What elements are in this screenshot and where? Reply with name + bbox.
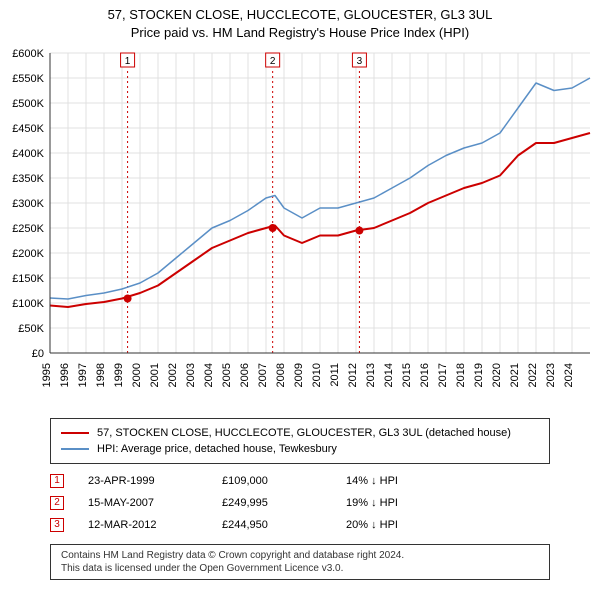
svg-text:2024: 2024 xyxy=(563,363,575,387)
chart-container: 57, STOCKEN CLOSE, HUCCLECOTE, GLOUCESTE… xyxy=(0,0,600,590)
svg-text:2: 2 xyxy=(270,56,276,67)
svg-text:£500K: £500K xyxy=(12,98,44,110)
svg-text:£150K: £150K xyxy=(12,273,44,285)
svg-text:£600K: £600K xyxy=(12,48,44,60)
svg-text:£550K: £550K xyxy=(12,73,44,85)
svg-text:£350K: £350K xyxy=(12,173,44,185)
svg-text:£200K: £200K xyxy=(12,248,44,260)
event-date: 23-APR-1999 xyxy=(88,475,198,487)
svg-text:1: 1 xyxy=(125,56,131,67)
svg-text:2019: 2019 xyxy=(473,363,485,387)
svg-text:2005: 2005 xyxy=(221,363,233,387)
svg-text:2012: 2012 xyxy=(347,363,359,387)
event-row: 3 12-MAR-2012 £244,950 20% ↓ HPI xyxy=(50,514,550,536)
event-delta: 19% ↓ HPI xyxy=(346,497,550,509)
event-price: £249,995 xyxy=(222,497,322,509)
svg-text:2009: 2009 xyxy=(293,363,305,387)
svg-text:1998: 1998 xyxy=(95,363,107,387)
svg-text:£300K: £300K xyxy=(12,198,44,210)
svg-text:2013: 2013 xyxy=(365,363,377,387)
svg-text:2015: 2015 xyxy=(401,363,413,387)
svg-text:2022: 2022 xyxy=(527,363,539,387)
event-date: 12-MAR-2012 xyxy=(88,519,198,531)
event-price: £109,000 xyxy=(222,475,322,487)
titles: 57, STOCKEN CLOSE, HUCCLECOTE, GLOUCESTE… xyxy=(0,0,600,41)
svg-text:3: 3 xyxy=(357,56,363,67)
svg-text:2006: 2006 xyxy=(239,363,251,387)
legend-swatch-property xyxy=(61,432,89,434)
legend: 57, STOCKEN CLOSE, HUCCLECOTE, GLOUCESTE… xyxy=(50,418,550,464)
event-badge: 2 xyxy=(50,496,64,510)
svg-text:2000: 2000 xyxy=(131,363,143,387)
svg-text:£450K: £450K xyxy=(12,123,44,135)
svg-text:1996: 1996 xyxy=(59,363,71,387)
svg-text:2017: 2017 xyxy=(437,363,449,387)
svg-text:2008: 2008 xyxy=(275,363,287,387)
svg-text:2021: 2021 xyxy=(509,363,521,387)
footer-line2: This data is licensed under the Open Gov… xyxy=(61,562,539,575)
svg-text:2007: 2007 xyxy=(257,363,269,387)
svg-text:2011: 2011 xyxy=(329,363,341,387)
svg-text:2002: 2002 xyxy=(167,363,179,387)
svg-text:1995: 1995 xyxy=(41,363,53,387)
title-subtitle: Price paid vs. HM Land Registry's House … xyxy=(0,24,600,42)
footer-line1: Contains HM Land Registry data © Crown c… xyxy=(61,549,539,562)
svg-text:2004: 2004 xyxy=(203,363,215,387)
svg-text:£400K: £400K xyxy=(12,148,44,160)
events-table: 1 23-APR-1999 £109,000 14% ↓ HPI 2 15-MA… xyxy=(50,470,550,536)
svg-text:£0: £0 xyxy=(32,348,44,360)
svg-text:£50K: £50K xyxy=(18,323,44,335)
title-address: 57, STOCKEN CLOSE, HUCCLECOTE, GLOUCESTE… xyxy=(0,6,600,24)
svg-text:2018: 2018 xyxy=(455,363,467,387)
event-badge: 1 xyxy=(50,474,64,488)
chart-svg: £0 £50K £100K £150K £200K £250K £300K £350K £400… xyxy=(0,48,600,408)
svg-text:£100K: £100K xyxy=(12,298,44,310)
event-delta: 14% ↓ HPI xyxy=(346,475,550,487)
event-badge: 3 xyxy=(50,518,64,532)
svg-text:2003: 2003 xyxy=(185,363,197,387)
svg-text:2014: 2014 xyxy=(383,363,395,387)
event-date: 15-MAY-2007 xyxy=(88,497,198,509)
event-row: 1 23-APR-1999 £109,000 14% ↓ HPI xyxy=(50,470,550,492)
svg-text:1997: 1997 xyxy=(77,363,89,387)
legend-label-property: 57, STOCKEN CLOSE, HUCCLECOTE, GLOUCESTE… xyxy=(97,427,511,439)
legend-label-hpi: HPI: Average price, detached house, Tewk… xyxy=(97,443,337,455)
svg-text:2010: 2010 xyxy=(311,363,323,387)
event-row: 2 15-MAY-2007 £249,995 19% ↓ HPI xyxy=(50,492,550,514)
event-price: £244,950 xyxy=(222,519,322,531)
legend-row-hpi: HPI: Average price, detached house, Tewk… xyxy=(61,441,539,457)
svg-text:2023: 2023 xyxy=(545,363,557,387)
svg-text:2016: 2016 xyxy=(419,363,431,387)
chart: £0 £50K £100K £150K £200K £250K £300K £350K £400… xyxy=(0,48,600,408)
legend-row-property: 57, STOCKEN CLOSE, HUCCLECOTE, GLOUCESTE… xyxy=(61,425,539,441)
svg-text:1999: 1999 xyxy=(113,363,125,387)
svg-text:£250K: £250K xyxy=(12,223,44,235)
legend-swatch-hpi xyxy=(61,448,89,450)
footer: Contains HM Land Registry data © Crown c… xyxy=(50,544,550,580)
svg-text:2001: 2001 xyxy=(149,363,161,387)
event-delta: 20% ↓ HPI xyxy=(346,519,550,531)
svg-text:2020: 2020 xyxy=(491,363,503,387)
